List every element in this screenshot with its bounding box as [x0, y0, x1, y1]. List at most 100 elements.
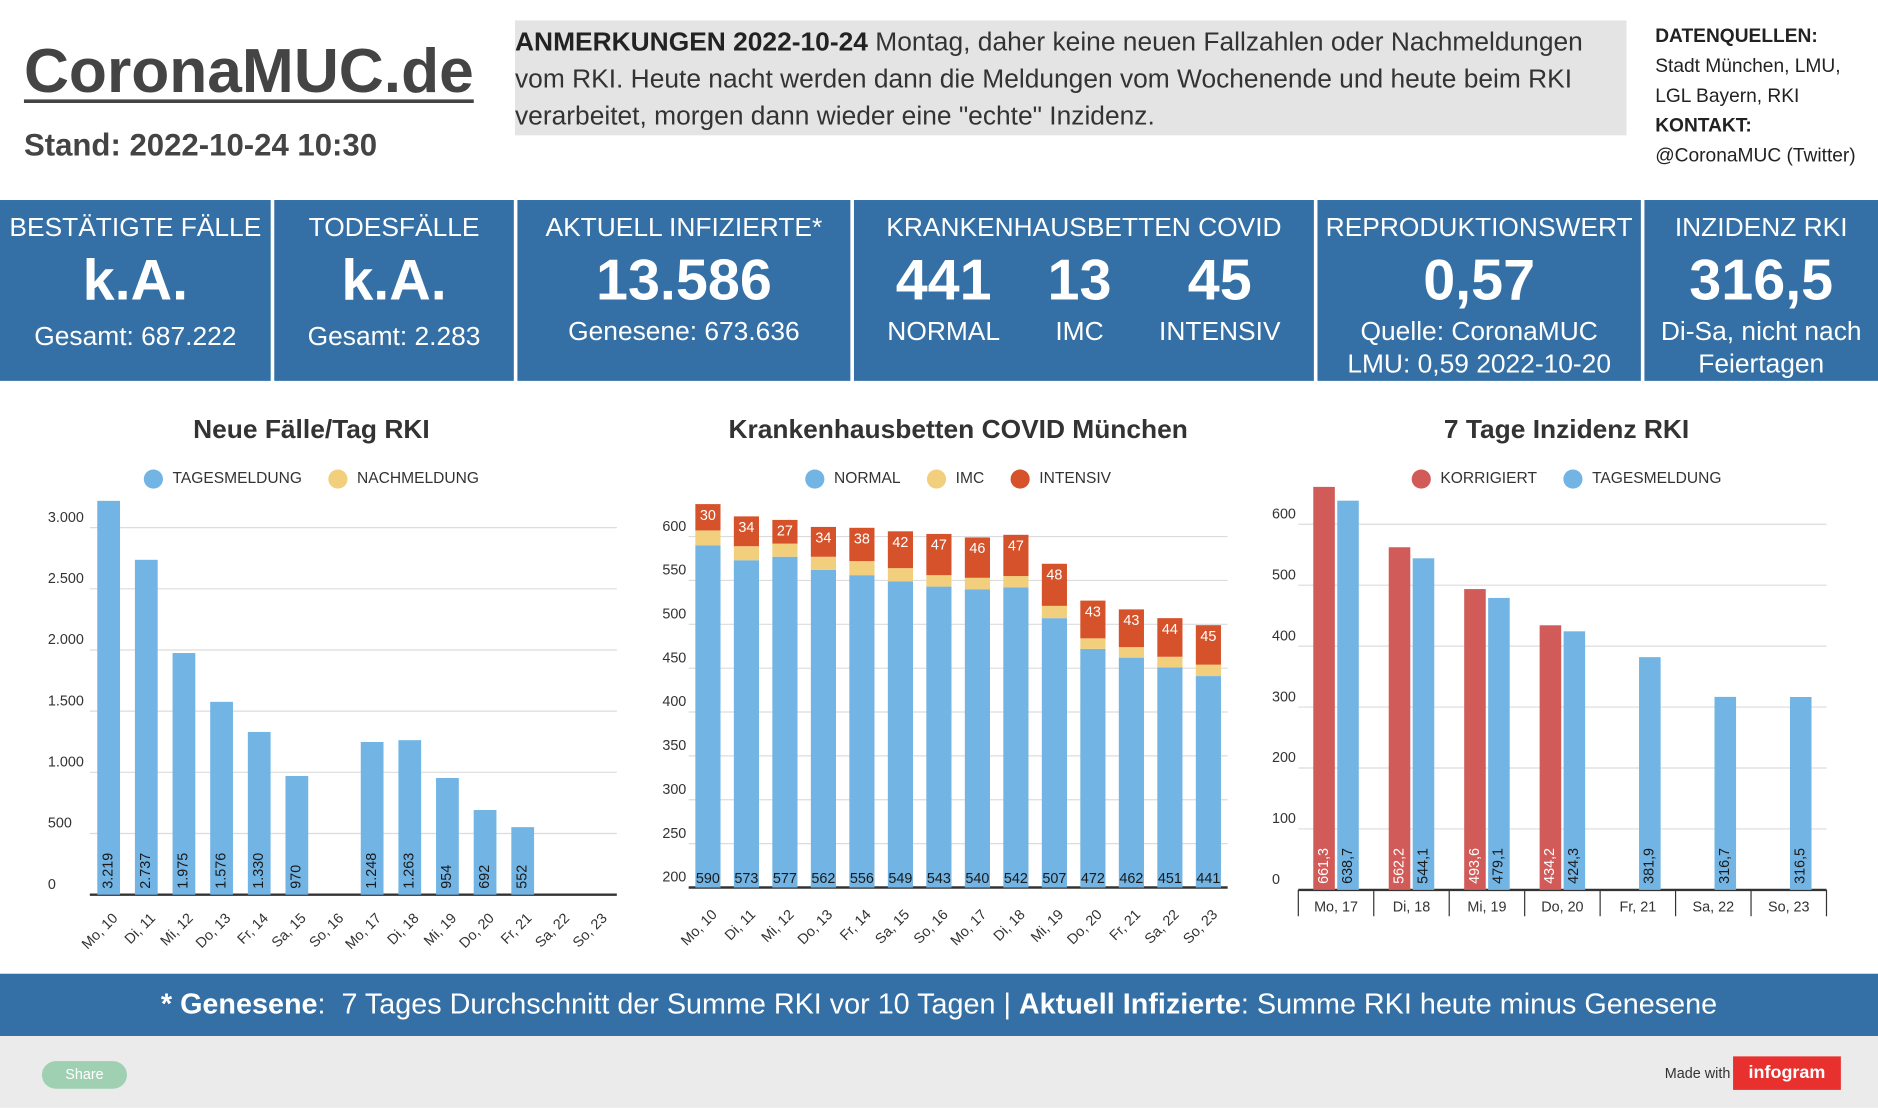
bar-segment: [511, 827, 535, 895]
bar-segment: [1041, 618, 1067, 888]
bar-segment: [360, 741, 384, 895]
value-label: 451: [1158, 871, 1182, 887]
value-label: 48: [1046, 568, 1062, 584]
x-tick-label: Mo, 17: [342, 910, 384, 952]
x-tick-label: So, 16: [307, 910, 348, 951]
legend-marker: [143, 469, 163, 489]
value-label: 2.737: [138, 853, 154, 889]
bar-segment: [436, 777, 459, 895]
sources-line: Stadt München, LMU,: [1655, 56, 1841, 77]
bar-segment: [964, 589, 990, 888]
value-label: 45: [1200, 629, 1216, 645]
x-tick-label: Mi, 12: [158, 910, 197, 949]
kpi-value: 13: [1047, 249, 1112, 313]
bar-segment: [1157, 656, 1183, 668]
value-label: 970: [289, 865, 305, 889]
y-tick-label: 1.000: [48, 755, 84, 771]
value-label: 507: [1042, 871, 1066, 887]
value-label: 1.975: [176, 853, 192, 889]
legend-marker: [1010, 469, 1030, 489]
x-tick-label: Do, 20: [1064, 907, 1105, 948]
kpi-sub: Quelle: CoronaMUC: [1360, 316, 1598, 347]
value-label: 573: [734, 871, 758, 887]
kpi-box: BESTÄTIGTE FÄLLE k.A. Gesamt: 687.222: [0, 200, 271, 381]
bar-segment: [1041, 563, 1067, 606]
bar-segment: [210, 701, 233, 895]
kpi-label: TODESFÄLLE: [308, 211, 480, 242]
y-tick-label: 500: [662, 607, 686, 623]
kpi-value: 13.586: [595, 249, 772, 313]
x-tick-label: Di, 18: [991, 907, 1029, 945]
bar-segment: [810, 569, 836, 888]
value-label: 549: [888, 871, 912, 887]
kpi-sub: Gesamt: 687.222: [34, 320, 237, 351]
legend-marker: [328, 469, 348, 489]
x-tick-label: Mi, 19: [1467, 900, 1506, 916]
x-tick-label: Sa, 15: [872, 907, 913, 948]
brand-logo[interactable]: infogram: [1733, 1056, 1841, 1090]
legend-label: TAGESMELDUNG: [1592, 470, 1721, 487]
bar-segment: [247, 731, 271, 895]
x-tick-label: Sa, 22: [532, 910, 573, 951]
y-tick-label: 500: [1272, 567, 1296, 583]
bar-segment: [1080, 648, 1106, 888]
x-tick-label: Do, 13: [193, 910, 234, 951]
value-label: 1.263: [402, 853, 418, 889]
footer-term: Aktuell Infizierte: [1018, 988, 1241, 1021]
x-tick-label: Mo, 17: [1314, 900, 1358, 916]
value-label: 479,1: [1491, 848, 1507, 884]
kpi-label: REPRODUKTIONSWERT: [1325, 211, 1633, 242]
y-tick-label: 100: [1272, 811, 1296, 827]
value-label: 30: [700, 508, 716, 524]
value-label: 462: [1119, 871, 1143, 887]
made-with: Made with: [1664, 1064, 1731, 1082]
value-label: 38: [854, 532, 870, 548]
bar-segment: [1157, 618, 1183, 657]
bar-segment: [1195, 625, 1221, 665]
site-title[interactable]: CoronaMUC.de: [23, 37, 474, 107]
value-label: 577: [773, 871, 797, 887]
bar-segment: [695, 504, 721, 531]
value-label: 1.248: [364, 853, 380, 889]
y-tick-label: 550: [662, 563, 686, 579]
value-label: 316,5: [1793, 848, 1809, 884]
value-label: 3.219: [100, 853, 116, 889]
kpi-box: INZIDENZ RKI 316,5 Di-Sa, nicht nach Fei…: [1644, 200, 1878, 381]
kpi-sub: LMU: 0,59 2022-10-20: [1347, 348, 1611, 379]
bar-segment: [97, 500, 121, 895]
y-tick-label: 2.500: [48, 571, 84, 587]
x-tick-label: Sa, 22: [1142, 907, 1183, 948]
bar-segment: [1195, 664, 1221, 677]
x-tick-label: Fr, 21: [498, 910, 535, 947]
y-tick-label: 0: [1272, 872, 1280, 888]
x-tick-label: Mo, 10: [678, 907, 720, 949]
kpi-item: 441 NORMAL: [887, 243, 1000, 347]
value-label: 316,7: [1717, 848, 1733, 884]
share-button[interactable]: Share: [41, 1061, 127, 1089]
x-tick-label: Fr, 21: [1107, 907, 1144, 944]
bar-segment: [772, 519, 798, 544]
x-tick-label: Fr, 21: [1619, 900, 1656, 916]
chart-title: Krankenhausbetten COVID München: [728, 414, 1187, 444]
value-label: 562: [811, 871, 835, 887]
y-tick-label: 600: [1272, 506, 1296, 522]
y-tick-label: 200: [662, 870, 686, 886]
x-tick-label: Fr, 14: [235, 910, 272, 947]
legend-marker: [926, 469, 947, 489]
y-tick-label: 400: [1272, 628, 1296, 644]
bar-segment: [810, 526, 836, 557]
sources-label: DATENQUELLEN:: [1655, 26, 1818, 47]
kpi-label: BESTÄTIGTE FÄLLE: [9, 211, 262, 242]
value-label: 441: [1196, 871, 1220, 887]
bar-segment: [887, 531, 913, 569]
bar-segment: [1080, 600, 1106, 639]
y-tick-label: 300: [1272, 689, 1296, 705]
bar: [1488, 597, 1510, 890]
contact[interactable]: @CoronaMUC (Twitter): [1655, 146, 1856, 167]
kpi-band: BESTÄTIGTE FÄLLE k.A. Gesamt: 687.222 TO…: [0, 200, 1878, 381]
x-tick-label: Do, 20: [1541, 900, 1583, 916]
bar: [1714, 696, 1737, 890]
